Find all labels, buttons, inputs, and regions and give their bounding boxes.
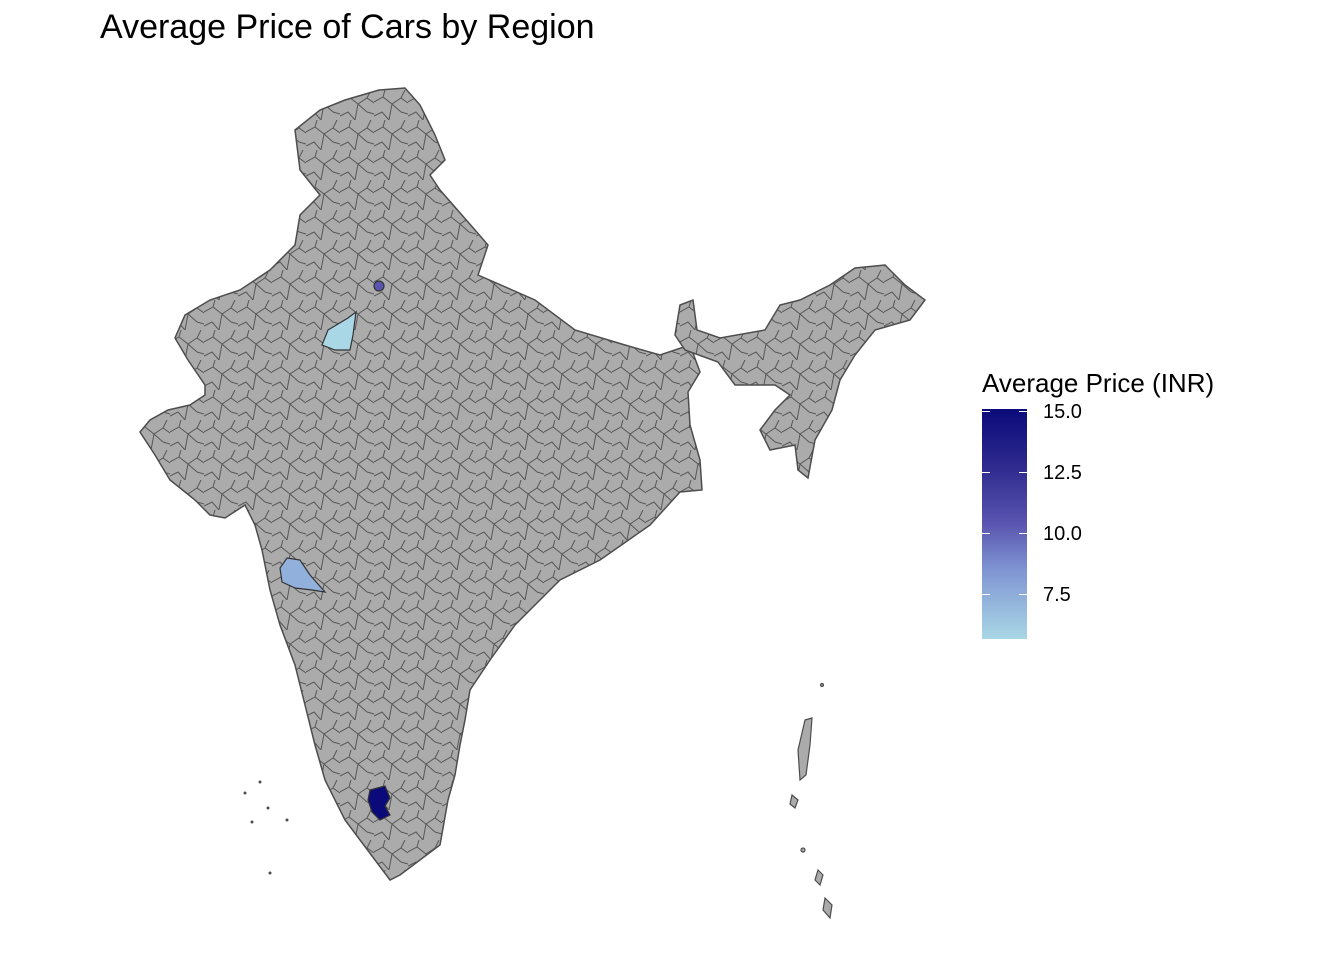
andaman-nicobar-islands <box>789 682 833 920</box>
legend-color-bar <box>982 409 1027 639</box>
highlighted-region-high <box>367 785 391 821</box>
legend-tick-label: 15.0 <box>1043 401 1082 423</box>
highlighted-region-mid <box>373 280 385 292</box>
highlighted-region-low <box>279 557 327 593</box>
lakshadweep-islands <box>243 780 289 875</box>
color-legend: Average Price (INR) 15.0 12.5 10.0 7.5 <box>982 368 1302 658</box>
highlighted-region-lowest <box>321 310 357 351</box>
legend-title: Average Price (INR) <box>982 368 1215 398</box>
legend-tick-label: 12.5 <box>1043 462 1082 484</box>
chart-title: Average Price of Cars by Region <box>100 8 595 46</box>
legend-tick-label: 10.0 <box>1043 523 1082 545</box>
legend-tick-label: 7.5 <box>1043 584 1071 606</box>
